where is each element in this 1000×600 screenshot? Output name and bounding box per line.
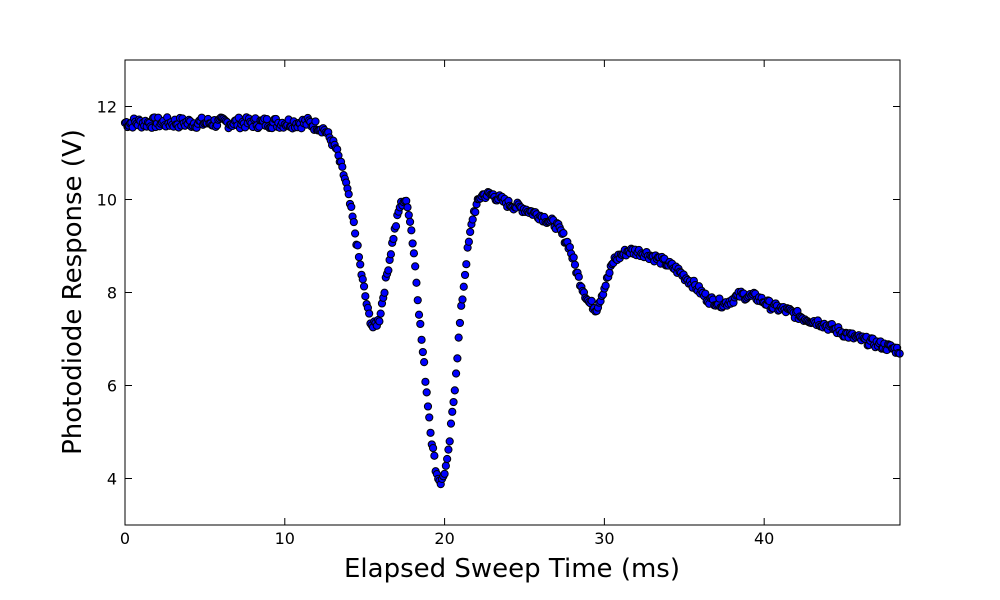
data-point <box>426 428 435 437</box>
y-tick-label: 12 <box>97 98 117 117</box>
y-tick-label: 6 <box>107 377 117 396</box>
data-point <box>391 222 401 231</box>
data-point <box>466 227 475 237</box>
data-point <box>408 239 417 248</box>
x-tick-label: 10 <box>275 529 295 548</box>
data-point <box>416 319 425 329</box>
data-point <box>428 443 438 453</box>
data-point <box>587 296 596 305</box>
data-point <box>459 282 468 291</box>
data-point <box>453 354 462 363</box>
data-point <box>421 377 430 386</box>
data-point <box>365 309 374 318</box>
data-point <box>455 318 465 328</box>
x-tick-label: 0 <box>120 529 130 548</box>
data-point <box>413 296 422 305</box>
data-point <box>402 196 411 205</box>
data-point <box>376 309 385 318</box>
data-point <box>361 292 370 301</box>
data-point <box>409 249 419 258</box>
data-point <box>468 215 477 224</box>
data-point <box>446 419 456 428</box>
x-tick-label: 20 <box>434 529 454 548</box>
x-tick-label: 30 <box>594 529 614 548</box>
data-point <box>559 229 568 238</box>
data-point <box>701 289 710 298</box>
data-point <box>338 162 347 171</box>
data-point <box>569 253 578 262</box>
data-point <box>405 217 415 226</box>
data-point <box>570 260 580 269</box>
data-point <box>403 203 412 212</box>
data-point <box>444 445 453 454</box>
data-point <box>715 294 724 303</box>
data-point <box>574 272 583 281</box>
data-point <box>356 260 365 269</box>
y-tick-label: 8 <box>107 284 117 303</box>
data-point <box>420 358 429 367</box>
data-point <box>358 275 367 284</box>
data-point <box>460 270 470 280</box>
data-point <box>422 388 431 397</box>
data-point <box>418 347 427 357</box>
data-point <box>417 335 426 344</box>
data-point <box>353 241 362 250</box>
data-point <box>565 242 574 252</box>
data-point <box>464 237 473 246</box>
data-point <box>414 310 424 319</box>
data-point <box>430 451 439 460</box>
data-point <box>347 202 356 212</box>
data-point <box>425 413 434 422</box>
data-point <box>375 317 384 326</box>
data-point <box>351 229 360 238</box>
data-point <box>441 461 450 470</box>
data-point <box>404 210 413 220</box>
data-point <box>450 386 459 395</box>
data-point <box>448 407 457 416</box>
data-point <box>386 250 395 259</box>
data-point <box>344 190 353 199</box>
data-point <box>380 288 389 297</box>
data-point <box>349 217 358 227</box>
axis-ticks: 0 10 20 30 40 4 6 8 10 12 <box>97 60 900 548</box>
data-point <box>412 278 421 287</box>
data-point <box>454 333 463 342</box>
data-point <box>440 469 449 478</box>
data-point <box>451 369 461 378</box>
data-point <box>354 252 364 262</box>
data-point <box>359 282 369 291</box>
data-point <box>458 295 467 304</box>
data-point <box>443 454 452 464</box>
data-point <box>462 260 471 269</box>
data-point <box>423 402 433 411</box>
data-points <box>120 113 904 489</box>
data-point <box>407 226 416 235</box>
data-point <box>601 281 610 290</box>
data-point <box>384 266 393 275</box>
y-tick-label: 10 <box>97 191 117 210</box>
data-point <box>445 437 454 446</box>
y-axis-label: Photodiode Response (V) <box>58 129 88 455</box>
data-point <box>411 262 420 271</box>
data-point <box>449 397 458 407</box>
data-point <box>311 117 320 126</box>
x-tick-label: 40 <box>754 529 774 548</box>
data-point <box>389 234 398 244</box>
y-tick-label: 4 <box>107 470 117 489</box>
data-point <box>605 268 614 277</box>
data-point <box>471 207 480 217</box>
x-axis-label: Elapsed Sweep Time (ms) <box>344 554 680 584</box>
